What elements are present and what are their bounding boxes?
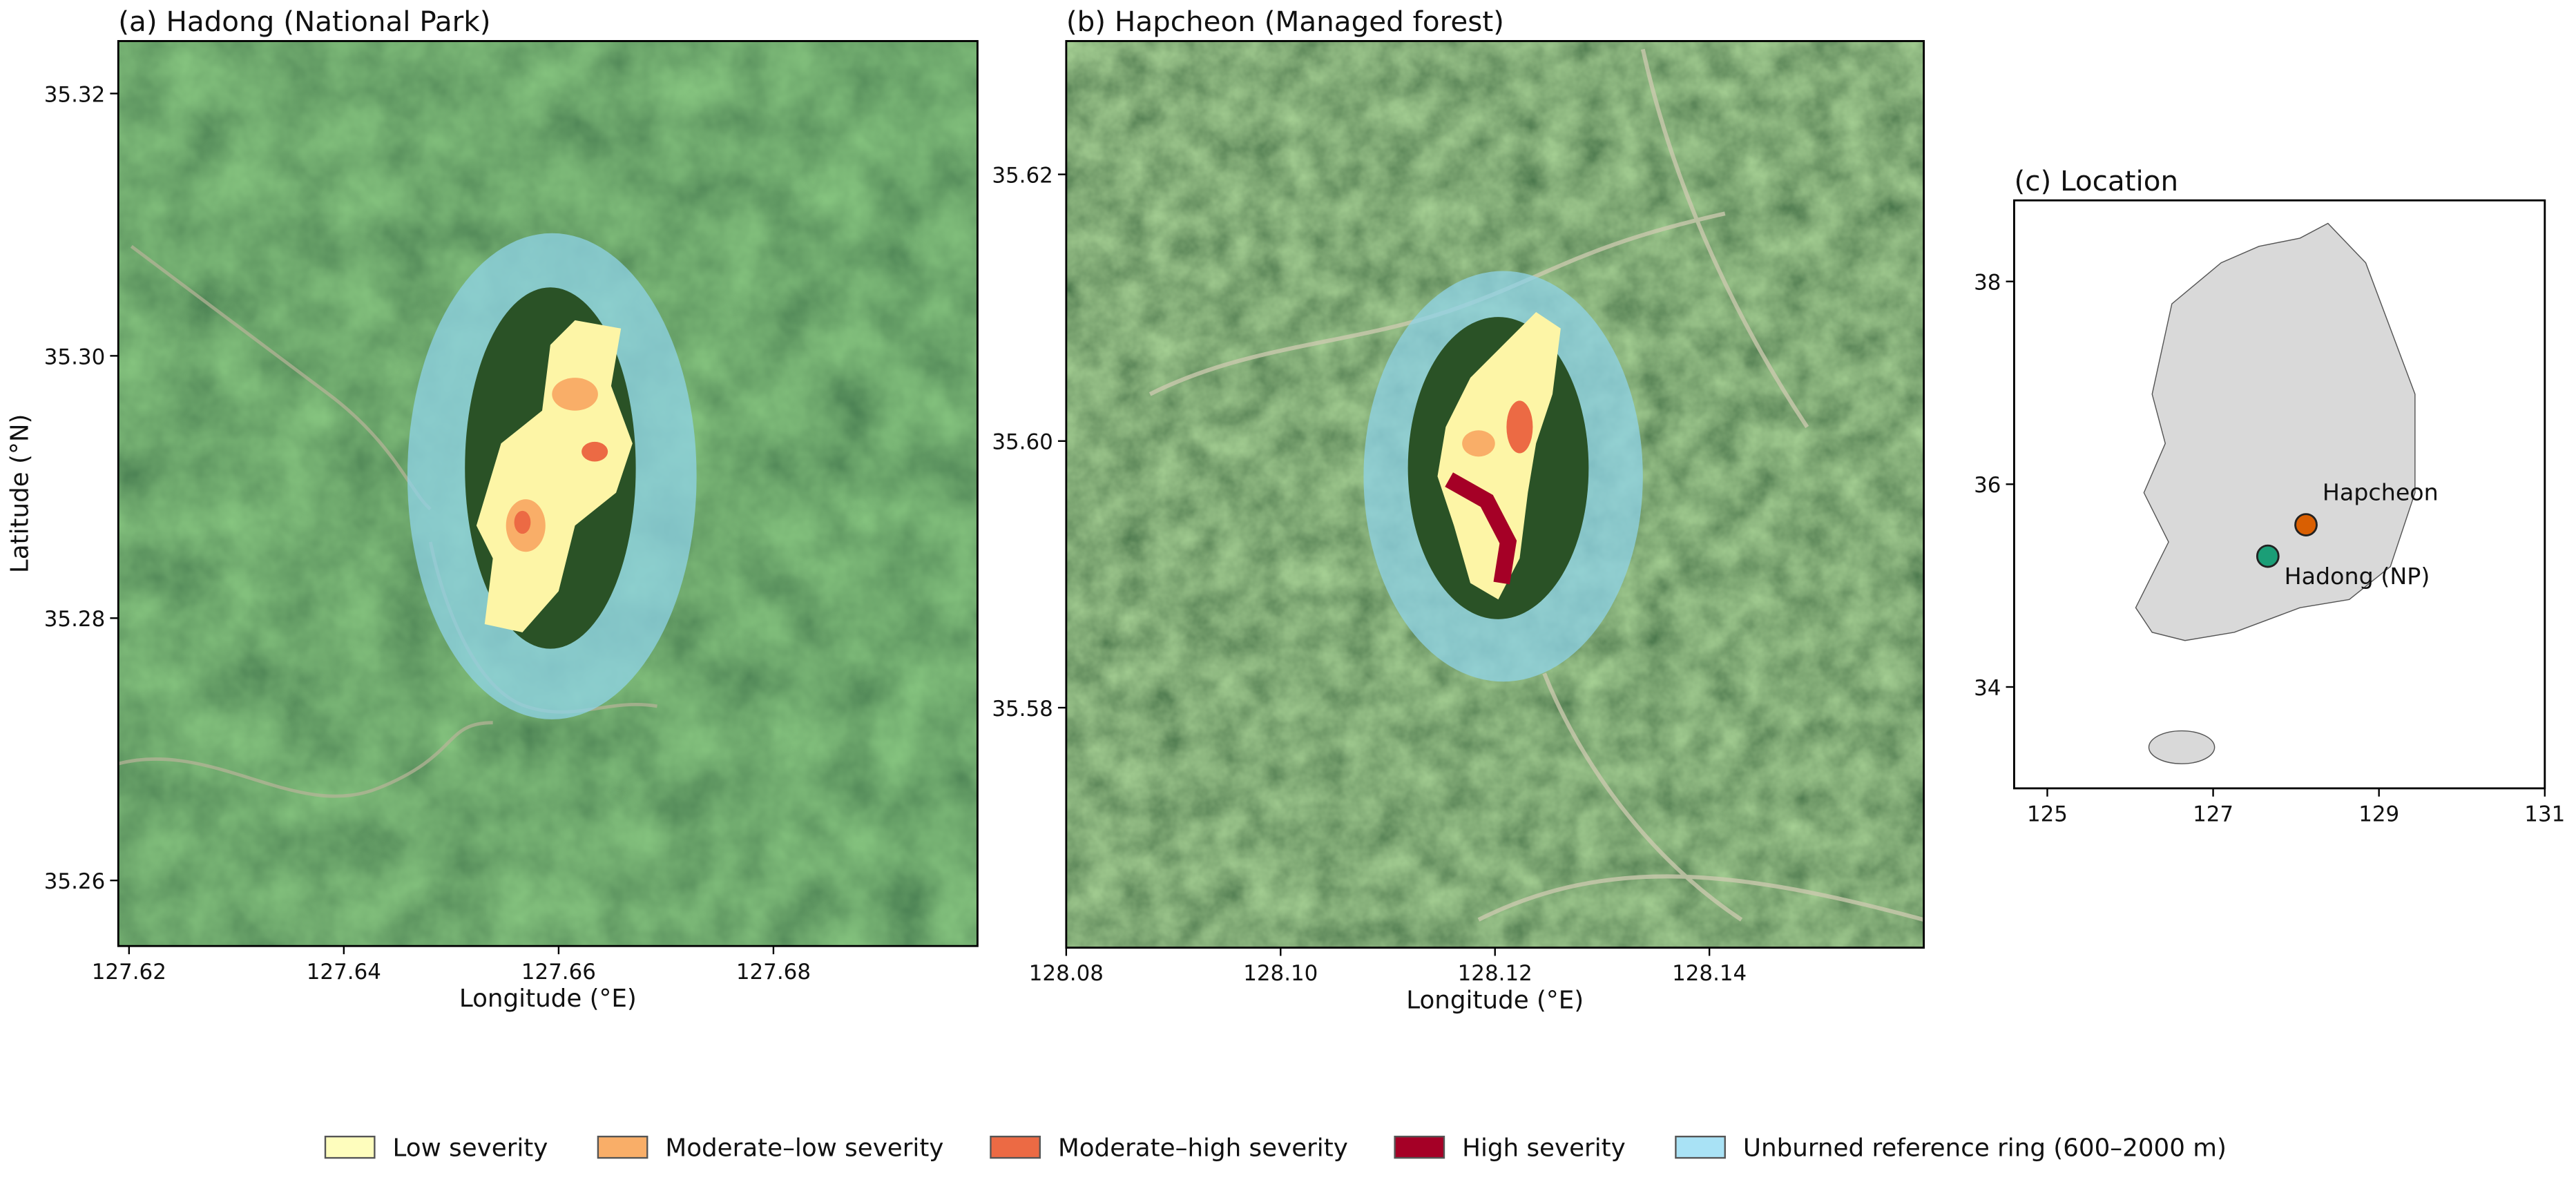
legend-label: Low severity <box>393 1134 548 1163</box>
x-tick-label: 128.14 <box>1672 961 1747 986</box>
y-tick-label: 35.32 <box>44 82 105 107</box>
panel-title: (c) Location <box>2014 164 2178 197</box>
panel-b-imagery <box>1066 41 1924 948</box>
y-tick-label: 35.58 <box>992 697 1052 721</box>
y-tick-label: 34 <box>1974 676 2001 701</box>
panel-frame <box>117 40 979 947</box>
x-axis-label: Longitude (°E) <box>1406 987 1584 1015</box>
x-tick-label: 127 <box>2193 802 2233 826</box>
legend-label: Unburned reference ring (600–2000 m) <box>1743 1134 2227 1163</box>
site-label: Hadong (NP) <box>2285 563 2430 590</box>
jeju-outline <box>2148 730 2215 764</box>
site-marker <box>2294 513 2318 536</box>
x-tick-label: 127.62 <box>92 960 166 985</box>
x-tick-label: 127.64 <box>307 960 381 985</box>
burn-patch <box>1462 430 1495 457</box>
burn-patch <box>1506 400 1533 454</box>
y-tick-label: 35.62 <box>992 163 1052 188</box>
y-axis-label: Latitude (°N) <box>6 414 34 574</box>
panel-c-basemap <box>2135 222 2416 764</box>
x-tick-label: 125 <box>2027 802 2068 826</box>
panel-title: (b) Hapcheon (Managed forest) <box>1066 5 1504 38</box>
y-tick-label: 35.60 <box>992 430 1052 455</box>
panel-title: (a) Hadong (National Park) <box>118 5 490 38</box>
y-tick-label: 35.30 <box>44 345 105 369</box>
burn-patch <box>552 378 598 411</box>
x-tick-label: 127.66 <box>521 960 596 985</box>
x-tick-label: 128.08 <box>1029 961 1104 986</box>
burn-patch <box>514 510 531 534</box>
x-tick-label: 127.68 <box>736 960 811 985</box>
x-tick-label: 128.10 <box>1243 961 1318 986</box>
site-marker <box>2256 544 2280 568</box>
y-tick-label: 35.28 <box>44 607 105 632</box>
korea-outline <box>2135 222 2416 641</box>
panel-a-imagery <box>118 41 978 947</box>
y-tick-label: 38 <box>1974 271 2001 296</box>
legend-swatch <box>1675 1135 1726 1159</box>
x-tick-label: 129 <box>2358 802 2399 826</box>
burn-patch <box>1445 472 1517 585</box>
panel-frame <box>2013 199 2546 790</box>
legend-swatch <box>324 1135 376 1159</box>
legend-label: Moderate–high severity <box>1058 1134 1348 1163</box>
x-tick-label: 128.12 <box>1458 961 1532 986</box>
panel-frame <box>1065 40 1925 949</box>
legend-swatch <box>990 1135 1041 1159</box>
legend-swatch <box>1394 1135 1445 1159</box>
burn-area <box>1437 311 1561 600</box>
y-tick-label: 36 <box>1974 473 2001 498</box>
site-label: Hapcheon <box>2323 478 2439 505</box>
x-tick-label: 131 <box>2524 802 2565 826</box>
legend-label: High severity <box>1462 1134 1626 1163</box>
y-tick-label: 35.26 <box>44 869 105 894</box>
x-axis-label: Longitude (°E) <box>459 985 637 1013</box>
legend-swatch <box>597 1135 648 1159</box>
burn-patch <box>581 441 608 462</box>
legend-label: Moderate–low severity <box>665 1134 943 1163</box>
